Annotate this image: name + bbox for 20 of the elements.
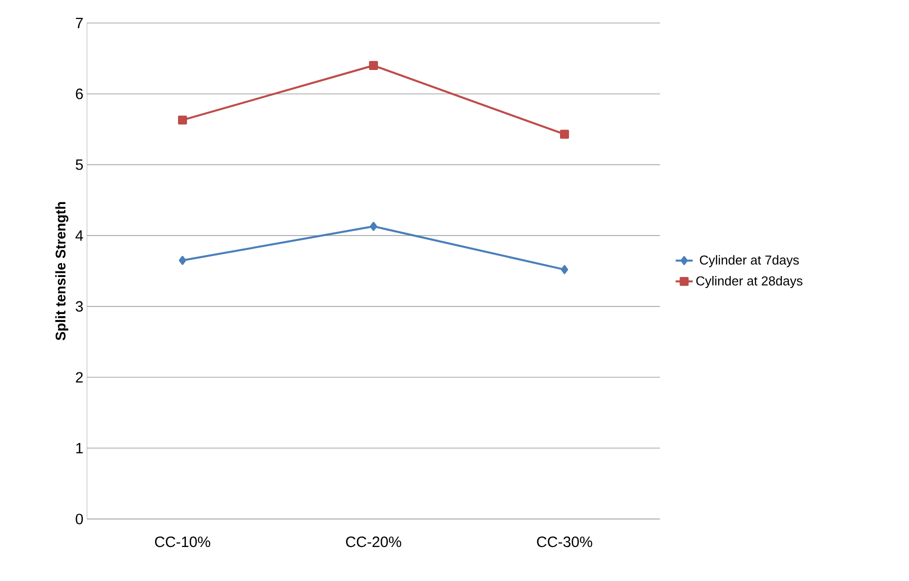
x-tick-label: CC-10% — [155, 536, 210, 548]
point — [560, 130, 569, 139]
point — [370, 222, 378, 231]
x-tick-label: CC-30% — [537, 536, 592, 548]
y-tick-label: 1 — [76, 443, 83, 454]
y-tick-label: 2 — [76, 372, 83, 382]
legend-label: Cylinder at 28days — [696, 276, 802, 288]
point — [560, 265, 568, 274]
legend-label: Cylinder at 7days — [700, 255, 799, 268]
y-tick-label: 4 — [76, 230, 84, 241]
point — [178, 116, 187, 125]
y-axis-title: Split tensile Strength — [55, 202, 68, 340]
y-tick-label: 0 — [76, 514, 83, 524]
y-tick-label: 3 — [76, 301, 83, 312]
point — [369, 61, 378, 70]
y-tick-label: 5 — [76, 159, 83, 170]
y-tick-label: 6 — [76, 88, 83, 100]
point — [178, 256, 186, 265]
y-tick-label: 7 — [76, 18, 83, 28]
x-tick-label: CC-20% — [346, 536, 402, 548]
